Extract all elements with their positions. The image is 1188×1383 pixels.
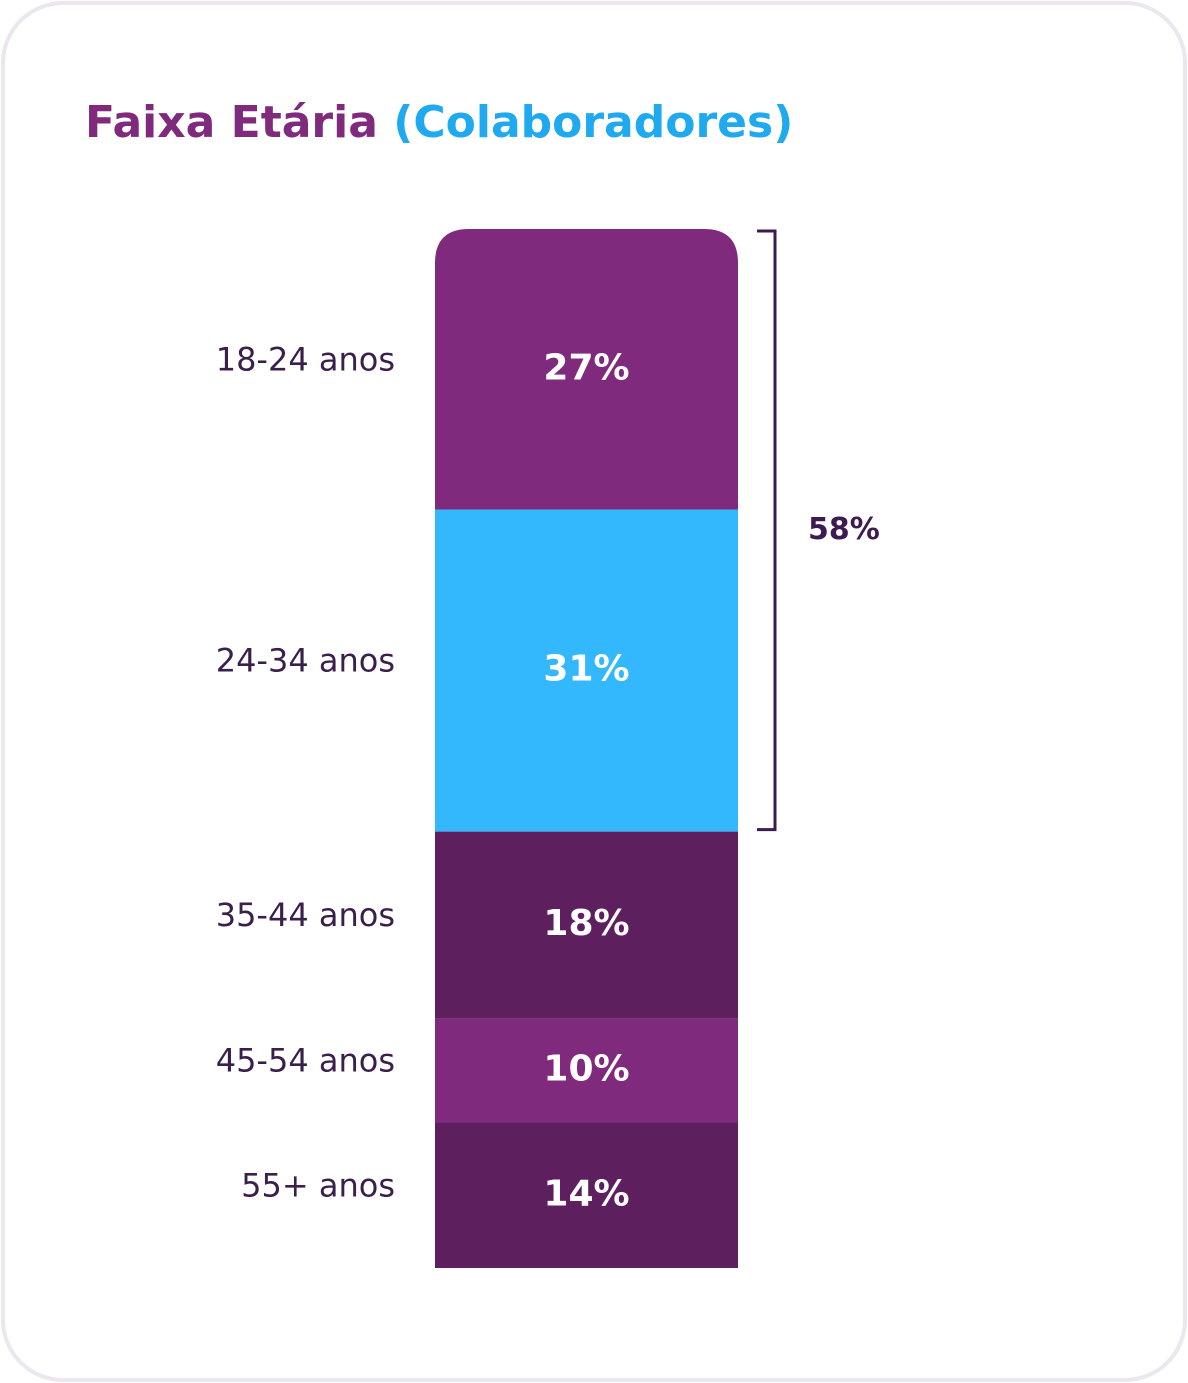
bar-segment — [435, 509, 738, 832]
bar-segment — [435, 1018, 738, 1123]
subtitle: (Colaboradores) — [393, 97, 793, 148]
bracket-label: 58% — [808, 512, 880, 547]
value-label: 10% — [543, 1049, 629, 1090]
value-label: 31% — [543, 649, 629, 690]
category-label: 45-54 anos — [216, 1042, 395, 1080]
value-label: 18% — [543, 903, 629, 944]
bar-segment — [435, 831, 738, 1019]
bar-segment — [435, 229, 738, 510]
bar-segment — [435, 1122, 738, 1268]
bracket — [757, 229, 777, 832]
category-label: 55+ anos — [241, 1166, 395, 1204]
category-label: 18-24 anos — [216, 340, 395, 378]
title: Faixa Etária — [85, 97, 378, 148]
chart-title: Faixa Etária (Colaboradores) — [85, 97, 793, 148]
value-label: 27% — [543, 347, 629, 388]
category-label: 24-34 anos — [216, 642, 395, 680]
category-label: 35-44 anos — [216, 896, 395, 934]
value-label: 14% — [543, 1173, 629, 1214]
